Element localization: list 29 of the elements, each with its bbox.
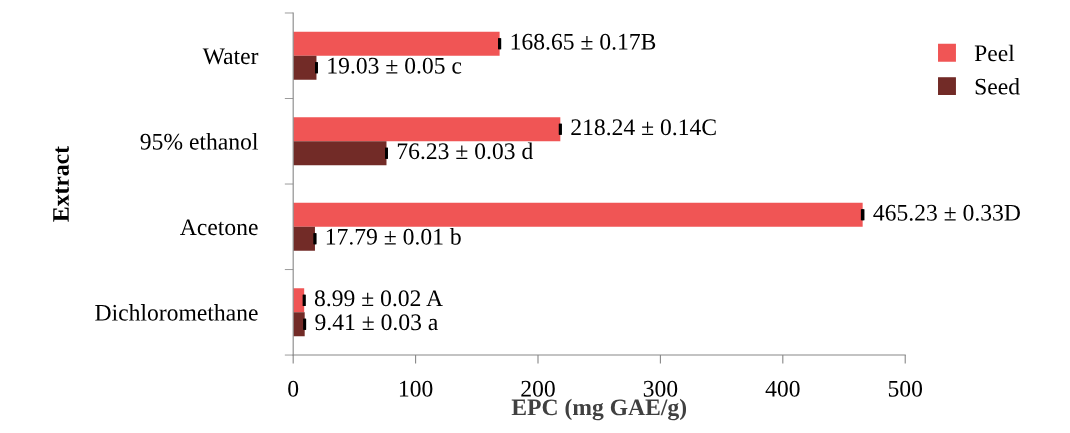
x-tick-label: 400	[765, 380, 800, 397]
y-tick-label: Dichloromethane	[95, 304, 258, 321]
x-tick-label: 500	[888, 380, 923, 397]
data-label: 76.23 ± 0.03 d	[397, 142, 533, 160]
x-tick-label: 0	[288, 380, 299, 397]
x-tick-label: 100	[399, 380, 433, 397]
bar	[293, 226, 315, 251]
x-tick-label: 300	[643, 380, 678, 397]
bar	[293, 117, 561, 142]
y-tick-label: 95% ethanol	[140, 133, 258, 150]
bar	[293, 141, 387, 166]
bar	[293, 31, 500, 56]
data-label: 168.65 ± 0.17B	[511, 33, 656, 50]
data-label: 17.79 ± 0.01 b	[326, 228, 461, 245]
bar	[293, 202, 863, 227]
y-tick-label: Water	[202, 48, 259, 65]
data-label: 19.03 ± 0.05 c	[328, 57, 462, 74]
x-axis-title: EPC (mg GAE/g)	[511, 398, 687, 421]
y-tick-label: Acetone	[180, 219, 258, 236]
data-label: 8.99 ± 0.02 A	[314, 290, 443, 307]
bar	[293, 288, 305, 313]
legend-label: Seed	[975, 78, 1020, 95]
legend-label: Peel	[974, 44, 1015, 62]
bar	[293, 55, 317, 80]
data-label: 9.41 ± 0.03 a	[315, 314, 438, 331]
data-label: 465.23 ± 0.33D	[873, 204, 1020, 221]
x-tick-label: 200	[521, 380, 555, 397]
y-axis-title: Extract	[53, 146, 69, 222]
data-label: 218.24 ± 0.14C	[571, 119, 716, 136]
